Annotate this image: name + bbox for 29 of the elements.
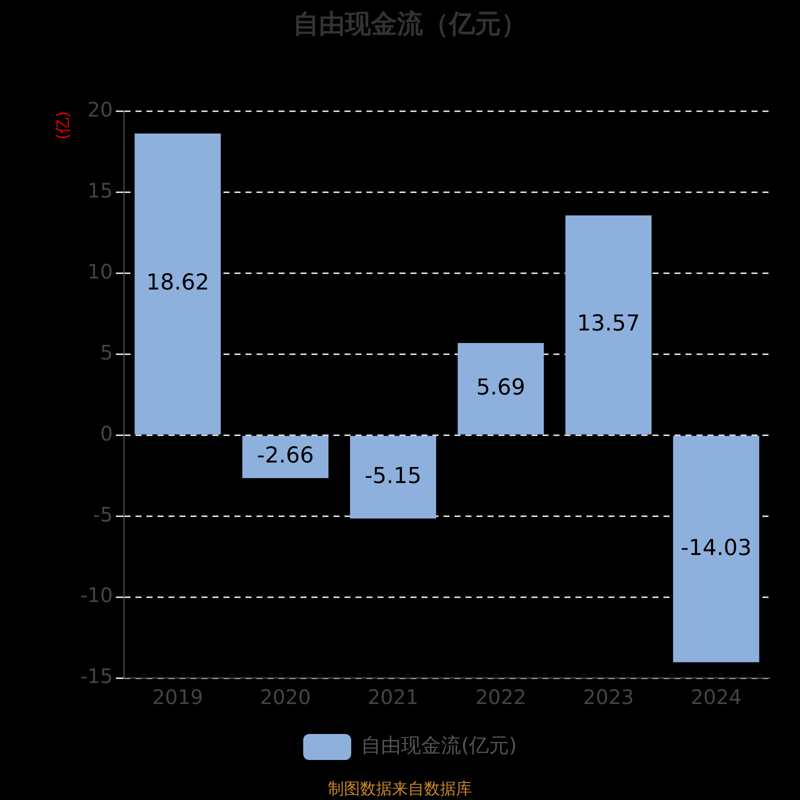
data-label: 13.57 — [576, 312, 640, 337]
y-axis-title: (亿) — [52, 111, 72, 140]
y-tick-label: -15 — [80, 664, 113, 688]
x-tick-label: 2019 — [152, 685, 204, 710]
data-label: -14.03 — [680, 536, 752, 561]
y-tick-label: 15 — [87, 178, 113, 202]
y-tick-label: 0 — [100, 421, 113, 446]
y-tick-label: -10 — [80, 583, 113, 608]
bar — [242, 436, 328, 478]
bar — [565, 215, 652, 434]
text: 制图数据来自数据库 — [328, 779, 472, 798]
bar — [134, 134, 221, 434]
bar — [350, 436, 436, 518]
bar — [458, 342, 544, 434]
data-label: -2.66 — [256, 444, 314, 469]
data-label: 5.69 — [476, 375, 526, 400]
data-label: -5.15 — [364, 464, 422, 489]
x-tick-label: 2021 — [368, 685, 419, 710]
y-tick-label: 5 — [100, 340, 113, 364]
x-tick-label: 2023 — [583, 685, 634, 710]
y-tick-label: -5 — [92, 502, 113, 526]
x-tick-label: 2022 — [475, 685, 526, 710]
x-tick-label: 2020 — [260, 685, 311, 710]
legend-label: 自由现金流(亿元) — [361, 733, 517, 758]
y-tick-label: 10 — [87, 259, 113, 284]
data-label: 18.62 — [146, 270, 210, 296]
bar — [673, 436, 760, 662]
y-tick-label: 20 — [87, 97, 113, 122]
x-tick-label: 2024 — [690, 685, 742, 710]
